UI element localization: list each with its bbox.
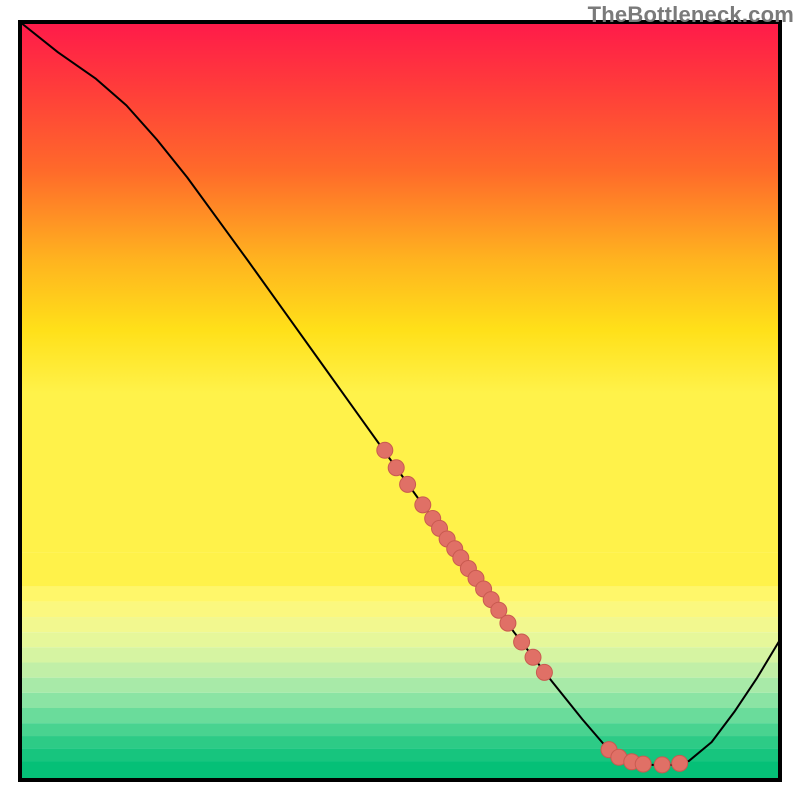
bottleneck-chart: TheBottleneck.com (0, 0, 800, 800)
chart-svg (0, 0, 800, 800)
watermark-text: TheBottleneck.com (588, 2, 794, 28)
